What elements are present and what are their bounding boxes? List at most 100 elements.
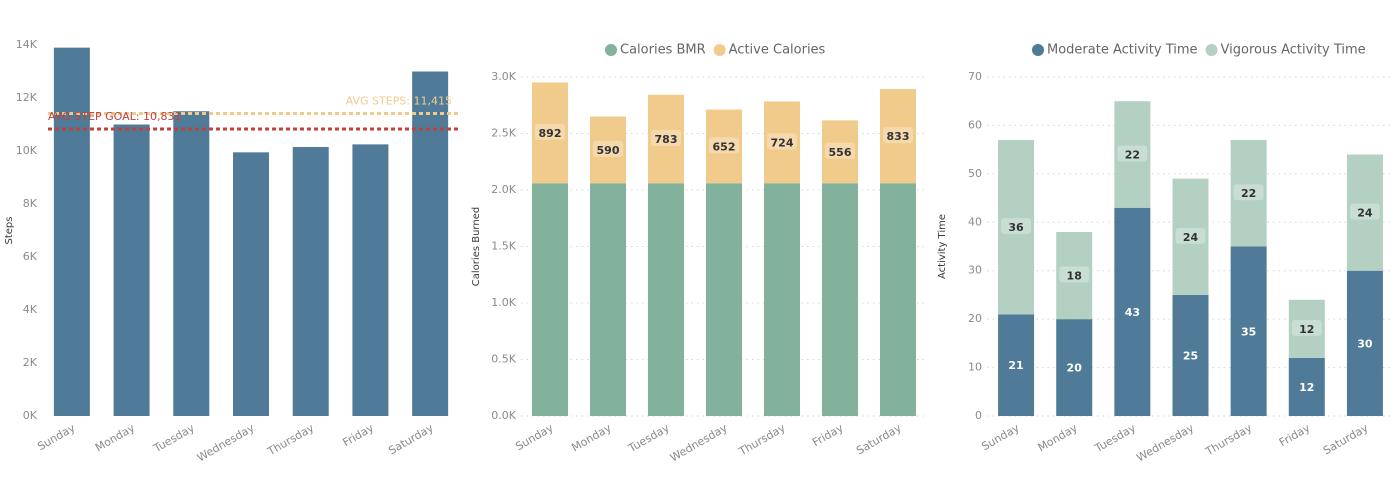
x-tick-label: Friday: [341, 421, 377, 449]
legend-label-vigorous-activity-time: Vigorous Activity Time: [1221, 43, 1366, 58]
data-label: 25: [1183, 349, 1198, 362]
data-label-bg: [1059, 266, 1090, 283]
data-label-bg: [883, 127, 913, 144]
data-label: 21: [1008, 359, 1023, 372]
data-label: 24: [1183, 231, 1199, 244]
data-label: 652: [713, 140, 736, 153]
bar-vigorous-activity-time-friday: [1288, 299, 1325, 358]
y-tick-label: 70: [968, 70, 982, 83]
x-tick-label: Thursday: [1202, 421, 1254, 459]
bar-calories-bmr-friday: [822, 183, 858, 416]
data-label: 724: [771, 136, 794, 149]
y-axis-label: Activity Time: [937, 214, 948, 279]
bar-thursday: [292, 147, 329, 416]
legend-label-calories-bmr: Calories BMR: [620, 43, 706, 58]
y-tick-label: 10: [968, 361, 982, 374]
x-tick-label: Sunday: [979, 421, 1022, 453]
y-tick-label: 4K: [23, 303, 38, 316]
data-label: 43: [1125, 306, 1140, 319]
y-tick-label: 0: [975, 409, 982, 422]
data-label: 30: [1357, 337, 1373, 350]
y-tick-label: 20: [968, 312, 982, 325]
activity-chart-panel: Activity Time 0 10 20 30 40 50 60 70 Sunday Monday…: [932, 0, 1399, 483]
y-tick-label: 1.0K: [491, 296, 516, 309]
y-tick-label: 1.5K: [491, 240, 516, 253]
bar-moderate-activity-time-wednesday: [1172, 294, 1209, 416]
bar-saturday: [412, 71, 449, 416]
data-label-bg: [709, 137, 739, 154]
y-axis-label: Steps: [4, 217, 15, 245]
legend-swatch-moderate-activity-time: [1032, 44, 1044, 56]
calories-chart-panel: Calories Burned 0.0K 0.5K 1.0K 1.5K 2.0K 2.5K 3…: [465, 0, 932, 483]
steps-chart-panel: Steps 0K 2K 4K 6K 8K 10K 12K 14K Sunday Monday Tues…: [0, 0, 465, 483]
data-label: 20: [1067, 362, 1083, 375]
legend-swatch-active-calories: [713, 44, 726, 56]
x-tick-label: Friday: [810, 421, 846, 449]
bar-vigorous-activity-time-monday: [1056, 231, 1093, 320]
y-axis-label: Calories Burned: [471, 207, 482, 286]
data-label-bg: [1117, 145, 1148, 162]
activity-time-chart: Activity Time 0 10 20 30 40 50 60 70 Sunday Monday…: [937, 43, 1394, 464]
bar-active-calories-monday: [590, 116, 626, 184]
x-tick-label: Wednesday: [668, 421, 730, 464]
data-label-bg: [593, 140, 623, 157]
y-tick-label: 40: [968, 215, 982, 228]
data-label: 18: [1067, 270, 1082, 283]
data-label: 22: [1241, 187, 1256, 200]
bar-active-calories-tuesday: [648, 94, 684, 184]
y-tick-label: 0K: [23, 409, 38, 422]
data-label: 590: [597, 144, 620, 157]
legend-label-active-calories: Active Calories: [729, 43, 826, 58]
bar-vigorous-activity-time-sunday: [998, 139, 1035, 315]
y-tick-label: 2K: [23, 356, 38, 369]
bar-sunday: [53, 47, 90, 417]
bar-active-calories-thursday: [764, 101, 800, 184]
x-tick-label: Tuesday: [151, 421, 198, 455]
data-label: 783: [655, 133, 678, 146]
bar-calories-bmr-monday: [590, 183, 626, 416]
data-label: 892: [539, 127, 562, 140]
y-tick-label: 8K: [23, 197, 38, 210]
data-label-bg: [825, 142, 855, 159]
x-tick-label: Saturday: [854, 421, 904, 457]
reference-line-label: AVG STEPS: 11,415: [346, 95, 452, 108]
x-tick-label: Saturday: [386, 421, 436, 457]
calories-chart: Calories Burned 0.0K 0.5K 1.0K 1.5K 2.0K 2.5K 3…: [471, 43, 927, 464]
bar-moderate-activity-time-monday: [1056, 319, 1093, 416]
bar-active-calories-sunday: [532, 82, 568, 184]
steps-chart: Steps 0K 2K 4K 6K 8K 10K 12K 14K Sunday Monday Tues…: [4, 38, 460, 464]
bar-wednesday: [233, 152, 269, 416]
bar-active-calories-friday: [822, 120, 858, 184]
bar-moderate-activity-time-saturday: [1346, 270, 1383, 416]
y-tick-label: 30: [968, 264, 982, 277]
y-tick-label: 0.0K: [491, 409, 516, 422]
data-label: 556: [829, 146, 852, 159]
data-label-bg: [651, 129, 681, 146]
y-tick-label: 3.0K: [491, 70, 516, 83]
data-label-bg: [1001, 218, 1032, 235]
x-tick-label: Monday: [93, 421, 138, 454]
data-label: 12: [1299, 323, 1314, 336]
bar-calories-bmr-wednesday: [706, 183, 742, 416]
bar-active-calories-wednesday: [706, 109, 742, 184]
bar-moderate-activity-time-friday: [1288, 357, 1325, 416]
bar-vigorous-activity-time-tuesday: [1114, 101, 1151, 208]
x-tick-label: Thursday: [265, 421, 317, 459]
x-tick-label: Tuesday: [625, 421, 672, 455]
y-tick-label: 14K: [16, 38, 38, 51]
x-tick-label: Saturday: [1321, 421, 1371, 457]
data-label: 22: [1125, 148, 1140, 161]
data-label: 36: [1008, 221, 1024, 234]
y-tick-label: 2.0K: [491, 183, 516, 196]
x-tick-label: Friday: [1277, 421, 1313, 449]
legend-swatch-calories-bmr: [605, 44, 617, 56]
bar-active-calories-saturday: [880, 89, 916, 184]
bar-calories-bmr-saturday: [880, 183, 916, 416]
y-tick-label: 10K: [16, 144, 38, 157]
data-label-bg: [1349, 203, 1380, 220]
bar-friday: [352, 144, 389, 416]
data-label: 35: [1241, 325, 1256, 338]
bar-moderate-activity-time-thursday: [1230, 246, 1267, 416]
data-label: 833: [887, 130, 910, 143]
x-tick-label: Tuesday: [1092, 421, 1139, 455]
